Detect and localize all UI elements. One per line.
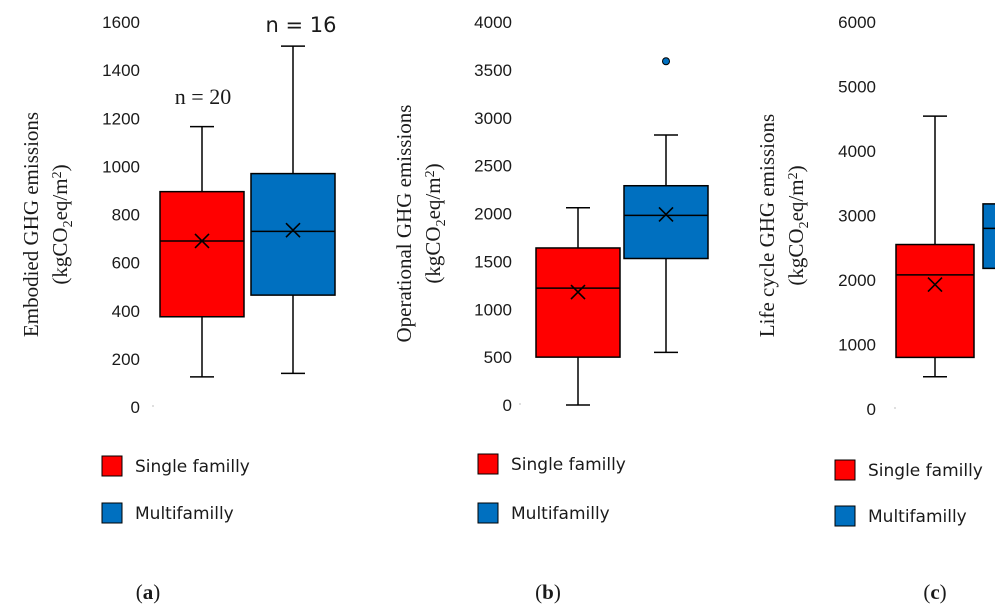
legend-label: Single familly: [135, 457, 250, 477]
legend-label: Multifamilly: [868, 507, 967, 527]
y-tick-label: 2000: [838, 271, 876, 290]
y-tick-label: 500: [484, 348, 512, 367]
legend-label: Multifamilly: [135, 504, 234, 524]
y-tick-label: 400: [112, 302, 140, 321]
mean-marker: [194, 233, 210, 249]
legend-label: Single familly: [511, 455, 626, 475]
mean-marker: [285, 222, 301, 238]
y-axis-unit-label: (kgCO2eq/m2): [48, 164, 76, 284]
panel-label: (a): [136, 580, 161, 604]
outlier-point: [662, 57, 670, 66]
legend-label: Single familly: [868, 461, 983, 481]
y-tick-label: 0: [867, 400, 876, 419]
y-tick-label: 3000: [838, 207, 876, 226]
y-axis-label: Operational GHG emissions: [392, 105, 416, 343]
legend-swatch: [101, 502, 123, 524]
y-tick-label: 1000: [838, 336, 876, 355]
y-tick-label: 2500: [474, 157, 512, 176]
y-tick-label: 1600: [102, 13, 140, 32]
y-tick-label: 1500: [474, 252, 512, 271]
y-tick-label: 800: [112, 206, 140, 225]
panel-label: (c): [923, 580, 946, 604]
y-tick-label: 0: [503, 396, 512, 415]
mean-marker: [927, 276, 943, 293]
legend-label: Multifamilly: [511, 504, 610, 524]
box-multifamily: [623, 184, 709, 260]
box-multifamily: [250, 172, 336, 296]
mean-marker: [570, 284, 586, 300]
y-tick-label: 1000: [474, 300, 512, 319]
y-tick-label: 6000: [838, 13, 876, 32]
mean-marker: [658, 206, 674, 223]
legend-swatch: [101, 455, 123, 477]
y-tick-label: 1000: [102, 157, 140, 176]
y-axis-unit-label: (kgCO2eq/m2): [784, 165, 812, 285]
y-tick-label: 4000: [474, 13, 512, 32]
box-multifamily: [982, 203, 995, 270]
y-tick-label: 4000: [838, 142, 876, 161]
y-tick-label: 2000: [474, 205, 512, 224]
sample-size-label: n = 20: [175, 84, 231, 109]
y-tick-label: 1200: [102, 109, 140, 128]
y-tick-label: 600: [112, 254, 140, 273]
y-tick-label: 200: [112, 350, 140, 369]
legend-swatch: [834, 459, 856, 481]
y-tick-label: 3500: [474, 61, 512, 80]
y-tick-label: 0: [131, 398, 140, 417]
panel-label: (b): [535, 580, 561, 604]
box-single-family: [535, 247, 621, 358]
y-axis-label: Life cycle GHG emissions: [755, 114, 779, 337]
legend-swatch: [477, 453, 499, 475]
y-tick-label: 1400: [102, 61, 140, 80]
y-tick-label: 5000: [838, 78, 876, 97]
legend-swatch: [477, 502, 499, 524]
legend-swatch: [834, 505, 856, 527]
box-single-family: [159, 190, 245, 318]
y-axis-label: Embodied GHG emissions: [19, 112, 43, 337]
sample-size-label: n = 16: [266, 13, 337, 37]
y-tick-label: 3000: [474, 109, 512, 128]
y-axis-unit-label: (kgCO2eq/m2): [421, 163, 449, 283]
box-single-family: [895, 243, 975, 359]
